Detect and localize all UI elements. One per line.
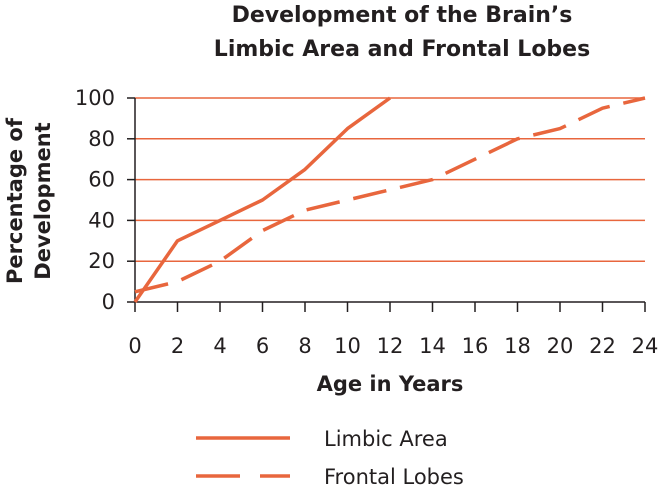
- x-tick-labels: 0 2 4 6 8 10 12 14 16 18 20 22 24: [128, 334, 658, 358]
- x-tick-label-24: 24: [632, 334, 659, 358]
- x-tick-label-10: 10: [334, 334, 361, 358]
- y-axis-label-line-2: Development: [31, 122, 55, 279]
- y-axis-label-line-1: Percentage of: [3, 117, 27, 284]
- series-lines: [133, 96, 646, 303]
- y-tick-label-80: 80: [88, 127, 115, 151]
- y-tick-label-20: 20: [88, 249, 115, 273]
- grid-lines: [135, 97, 645, 262]
- chart-title-line-2: Limbic Area and Frontal Lobes: [214, 37, 590, 62]
- y-tick-label-60: 60: [88, 168, 115, 192]
- y-tick-labels: 0 20 40 60 80 100: [75, 86, 115, 314]
- x-tick-label-0: 0: [128, 334, 141, 358]
- legend-label-limbic-area: Limbic Area: [324, 427, 448, 451]
- series-line-limbic-area: [133, 96, 392, 303]
- x-tick-label-8: 8: [298, 334, 311, 358]
- x-tick-label-6: 6: [256, 334, 269, 358]
- series-line-frontal-lobes: [134, 96, 646, 294]
- y-tick-label-100: 100: [75, 86, 115, 110]
- x-axis-label: Age in Years: [317, 372, 464, 396]
- x-tick-label-2: 2: [171, 334, 184, 358]
- y-tick-label-0: 0: [102, 290, 115, 314]
- x-tick-label-16: 16: [462, 334, 489, 358]
- legend: Limbic Area Frontal Lobes: [196, 427, 464, 488]
- x-tick-label-20: 20: [547, 334, 574, 358]
- chart-title-line-1: Development of the Brain’s: [232, 3, 573, 28]
- legend-label-frontal-lobes: Frontal Lobes: [324, 465, 464, 488]
- y-tick-label-40: 40: [88, 208, 115, 232]
- x-tick-label-12: 12: [377, 334, 404, 358]
- x-tick-label-22: 22: [589, 334, 616, 358]
- x-tick-label-14: 14: [419, 334, 446, 358]
- x-tick-label-4: 4: [213, 334, 226, 358]
- axes: [127, 97, 646, 312]
- x-tick-label-18: 18: [504, 334, 531, 358]
